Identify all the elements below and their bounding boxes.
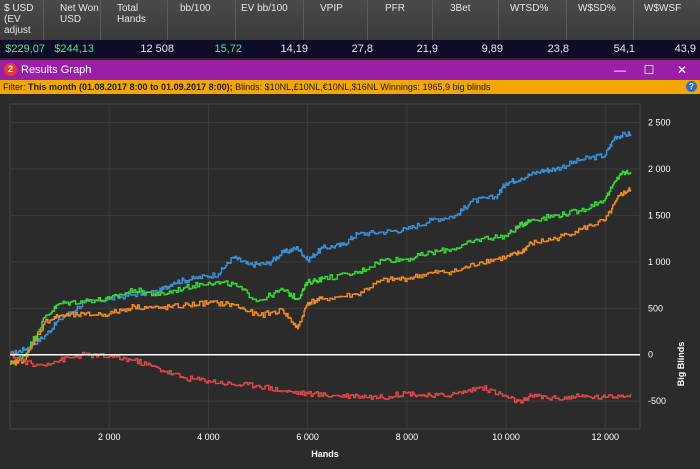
- help-icon[interactable]: ?: [686, 81, 697, 92]
- y-tick-label: 1 000: [648, 257, 671, 267]
- value-total-hands: 12 508: [140, 43, 174, 55]
- maximize-button[interactable]: ☐: [643, 63, 655, 77]
- filter-period: This month (01.08.2017 8:00 to 01.09.201…: [28, 82, 233, 92]
- value-wwsf: 43,9: [674, 43, 696, 55]
- y-tick-label: 0: [648, 350, 653, 360]
- col-header-3bet[interactable]: 3Bet: [433, 0, 499, 40]
- value-bb100: 15,72: [214, 43, 242, 55]
- app-icon: 2: [4, 63, 17, 76]
- value-ev-bb100: 14,19: [280, 43, 308, 55]
- plot-area: [9, 103, 641, 430]
- results-graph: -500 0 500 1 000 1 500 2 000 2 500 2 000 4 000 6 …: [0, 94, 700, 464]
- window-title-bar[interactable]: 2 Results Graph — ☐ ✕: [0, 60, 700, 80]
- col-header-wtsd[interactable]: WTSD%: [499, 0, 567, 40]
- x-tick-label: 10 000: [492, 432, 520, 442]
- minimize-button[interactable]: —: [614, 63, 626, 77]
- y-tick-label: -500: [648, 396, 666, 406]
- col-header-ev-bb100[interactable]: EV bb/100: [236, 0, 304, 40]
- value-pfr: 21,9: [416, 43, 438, 55]
- series-line-red: [10, 351, 632, 404]
- x-tick-label: 2 000: [98, 432, 121, 442]
- filter-prefix: Filter:: [3, 82, 26, 92]
- value-3bet: 9,89: [481, 43, 503, 55]
- value-wsd: 54,1: [613, 43, 635, 55]
- x-axis-title: Hands: [311, 449, 339, 459]
- col-header-wsd[interactable]: W$SD%: [567, 0, 634, 40]
- y-axis-title: Big Blinds: [676, 342, 686, 387]
- y-tick-label: 2 000: [648, 164, 671, 174]
- value-usd-ev-adjusted: $229,07: [5, 43, 45, 55]
- col-header-bb100[interactable]: bb/100: [168, 0, 236, 40]
- col-header-total-hands[interactable]: Total Hands: [101, 0, 168, 40]
- y-tick-label: 1 500: [648, 210, 671, 220]
- y-tick-label: 500: [648, 303, 663, 313]
- value-vpip: 27,8: [351, 43, 373, 55]
- col-header-vpip[interactable]: VPIP: [304, 0, 368, 40]
- filter-bar: Filter: This month (01.08.2017 8:00 to 0…: [0, 80, 700, 94]
- x-tick-label: 4 000: [197, 432, 220, 442]
- close-button[interactable]: ✕: [676, 63, 688, 77]
- series-line-green: [10, 169, 632, 365]
- value-net-won: $244,13: [54, 43, 94, 55]
- series-line-blue: [10, 131, 632, 357]
- col-header-pfr[interactable]: PFR: [368, 0, 433, 40]
- stats-values-row: $229,07 $244,13 12 508 15,72 14,19 27,8 …: [0, 40, 700, 58]
- chart-svg: -500 0 500 1 000 1 500 2 000 2 500 2 000 4 000 6 …: [0, 94, 700, 464]
- col-header-wwsf[interactable]: W$WSF: [644, 3, 682, 14]
- filter-winnings: Winnings: 1965,9 big blinds: [380, 82, 491, 92]
- x-tick-label: 6 000: [296, 432, 319, 442]
- window-title: Results Graph: [21, 64, 92, 76]
- col-header-usd-ev-adjusted[interactable]: $ USD (EV adjust: [0, 0, 44, 40]
- value-wtsd: 23,8: [547, 43, 569, 55]
- x-tick-label: 8 000: [396, 432, 419, 442]
- stats-header: $ USD (EV adjust Net Won USD Total Hands…: [0, 0, 700, 40]
- series-line-orange: [10, 187, 632, 366]
- x-tick-label: 12 000: [592, 432, 620, 442]
- filter-blinds: Blinds: $10NL,£10NL,€10NL,$16NL: [235, 82, 378, 92]
- y-tick-label: 2 500: [648, 118, 671, 128]
- col-header-net-won[interactable]: Net Won USD: [44, 0, 101, 40]
